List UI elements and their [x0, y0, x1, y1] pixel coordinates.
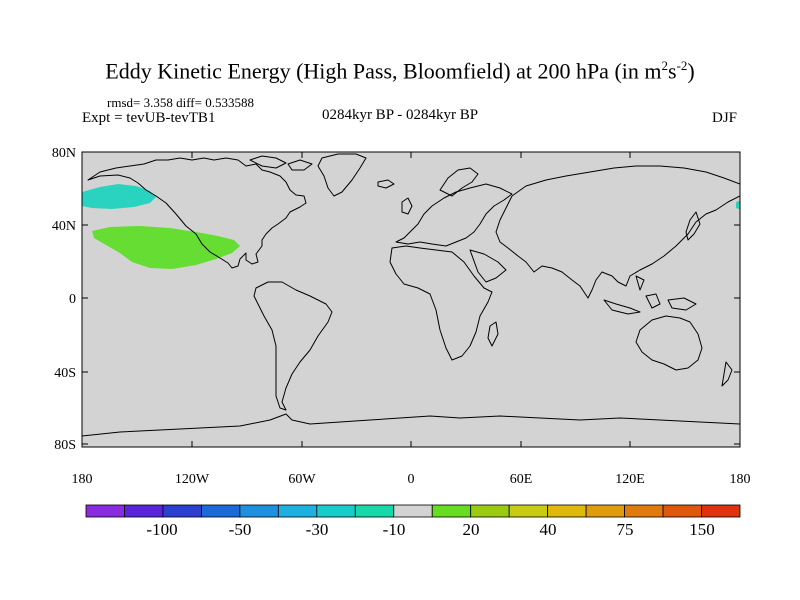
lon-label-60e: 60E — [510, 472, 533, 487]
lat-label-80s: 80S — [54, 438, 76, 453]
coast-europe — [395, 183, 513, 247]
lat-label-40s: 40S — [54, 366, 76, 381]
colorbar-swatch — [701, 504, 741, 518]
anomaly-layer — [82, 184, 740, 269]
colorbar-swatch — [470, 504, 510, 518]
lon-ticks — [81, 152, 741, 447]
colorbar-swatch — [508, 504, 549, 518]
coast-madagascar — [487, 321, 499, 347]
coast-greenland — [317, 153, 367, 197]
experiment-label: Expt = tevUB-tevTB1 — [82, 110, 216, 126]
colorbar-label: -10 — [383, 520, 406, 539]
coast-asia — [495, 165, 740, 299]
coast-arabia — [469, 249, 507, 283]
lon-label-60w: 60W — [288, 472, 316, 487]
colorbar-label: 40 — [540, 520, 557, 539]
colorbar-label: 75 — [617, 520, 634, 539]
lon-label-0: 0 — [408, 472, 415, 487]
coast-north-america — [87, 157, 307, 269]
colorbar-label: -50 — [229, 520, 252, 539]
colorbar-swatch — [162, 504, 202, 518]
stats-label: rmsd= 3.358 diff= 0.533588 — [107, 95, 254, 110]
coast-british-isles — [401, 197, 413, 215]
anomaly-subtropical-pacific-positive — [92, 226, 240, 269]
coast-japan — [685, 211, 701, 241]
colorbar-swatch — [393, 504, 433, 518]
coast-iceland — [377, 179, 395, 189]
lon-label-180w: 180 — [72, 472, 93, 487]
colorbar — [85, 504, 741, 518]
map-background — [82, 152, 740, 447]
coast-indonesia — [603, 275, 697, 315]
coast-australia — [635, 315, 703, 371]
coast-antarctica — [82, 413, 740, 437]
colorbar-swatch — [85, 504, 125, 518]
coast-africa — [389, 245, 493, 361]
anomaly-north-pacific-negative — [82, 184, 156, 209]
lat-label-0: 0 — [69, 292, 76, 307]
coast-new-zealand — [721, 361, 733, 387]
colorbar-swatch — [239, 504, 279, 518]
colorbar-label: -30 — [306, 520, 329, 539]
lat-label-40n: 40N — [52, 219, 76, 234]
colorbar-swatch — [354, 504, 395, 518]
anomaly-west-pacific-negative — [736, 200, 740, 210]
lon-label-120e: 120E — [615, 472, 645, 487]
coast-arctic-islands — [249, 155, 313, 171]
colorbar-swatch — [277, 504, 318, 518]
coast-scandinavia — [439, 167, 479, 197]
lat-label-80n: 80N — [52, 146, 76, 161]
colorbar-swatch — [431, 504, 472, 518]
lat-ticks — [82, 151, 740, 445]
colorbar-label: 20 — [463, 520, 480, 539]
colorbar-swatch — [624, 504, 664, 518]
coast-south-america — [253, 281, 333, 411]
coastlines — [82, 153, 740, 437]
colorbar-swatch — [585, 504, 625, 518]
colorbar-swatch — [547, 504, 587, 518]
colorbar-swatch — [662, 504, 702, 518]
colorbar-swatch — [316, 504, 356, 518]
colorbar-labels: -100 -50 -30 -10 20 40 75 150 — [146, 520, 714, 539]
period-label: 0284kyr BP - 0284kyr BP — [321, 107, 479, 123]
chart-title: Eddy Kinetic Energy (High Pass, Bloomfie… — [105, 58, 695, 84]
lon-label-120w: 120W — [175, 472, 210, 487]
colorbar-label: -100 — [146, 520, 177, 539]
season-label: DJF — [712, 110, 738, 126]
colorbar-swatch — [201, 504, 241, 518]
colorbar-swatch — [124, 504, 164, 518]
lon-label-180e: 180 — [730, 472, 751, 487]
colorbar-label: 150 — [689, 520, 715, 539]
